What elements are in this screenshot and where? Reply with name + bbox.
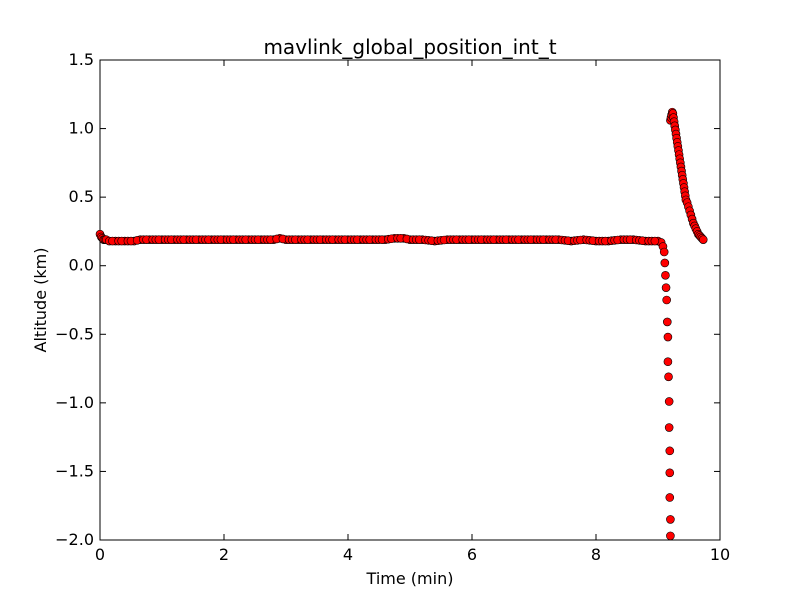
data-point bbox=[698, 235, 708, 244]
plot-area bbox=[99, 59, 721, 541]
y-tick-label: −1.5 bbox=[55, 461, 94, 480]
x-tick-label: 10 bbox=[710, 545, 730, 564]
data-point bbox=[664, 397, 674, 406]
y-tick-label: 1.0 bbox=[69, 119, 94, 138]
data-point bbox=[664, 372, 673, 382]
x-tick-label: 8 bbox=[591, 545, 601, 564]
data-points bbox=[95, 107, 708, 541]
y-tick-label: 0.5 bbox=[69, 187, 94, 206]
x-tick-label: 4 bbox=[343, 545, 353, 564]
x-axis-label: Time (min) bbox=[366, 569, 454, 588]
y-tick-label: −0.5 bbox=[55, 324, 94, 343]
data-point bbox=[661, 283, 671, 292]
data-point bbox=[665, 468, 675, 478]
y-tick-label: −1.0 bbox=[55, 393, 94, 412]
data-point bbox=[665, 493, 675, 502]
data-point bbox=[665, 446, 675, 456]
x-tick-label: 2 bbox=[219, 545, 229, 564]
y-tick-label: −2.0 bbox=[55, 530, 94, 549]
x-tick-label: 0 bbox=[95, 545, 105, 564]
chart-title: mavlink_global_position_int_t bbox=[263, 35, 556, 59]
data-point bbox=[663, 332, 673, 342]
data-point bbox=[661, 271, 670, 280]
y-tick-label: 1.5 bbox=[69, 50, 94, 69]
axis-ticks: 0 2 4 6 8 10 −2.0 −1.5 −1.0 −0.5 0.0 0.5 1.0 1.5 bbox=[55, 50, 730, 564]
data-point bbox=[663, 357, 673, 367]
data-point bbox=[666, 515, 675, 524]
data-point bbox=[659, 247, 669, 257]
data-point bbox=[650, 236, 660, 246]
y-axis-label: Altitude (km) bbox=[31, 248, 50, 353]
data-point bbox=[666, 531, 675, 541]
y-tick-label: 0.0 bbox=[69, 256, 94, 275]
data-point bbox=[660, 258, 670, 268]
data-point bbox=[662, 295, 671, 305]
data-point bbox=[664, 423, 674, 432]
data-point bbox=[662, 317, 672, 327]
x-tick-label: 6 bbox=[467, 545, 477, 564]
